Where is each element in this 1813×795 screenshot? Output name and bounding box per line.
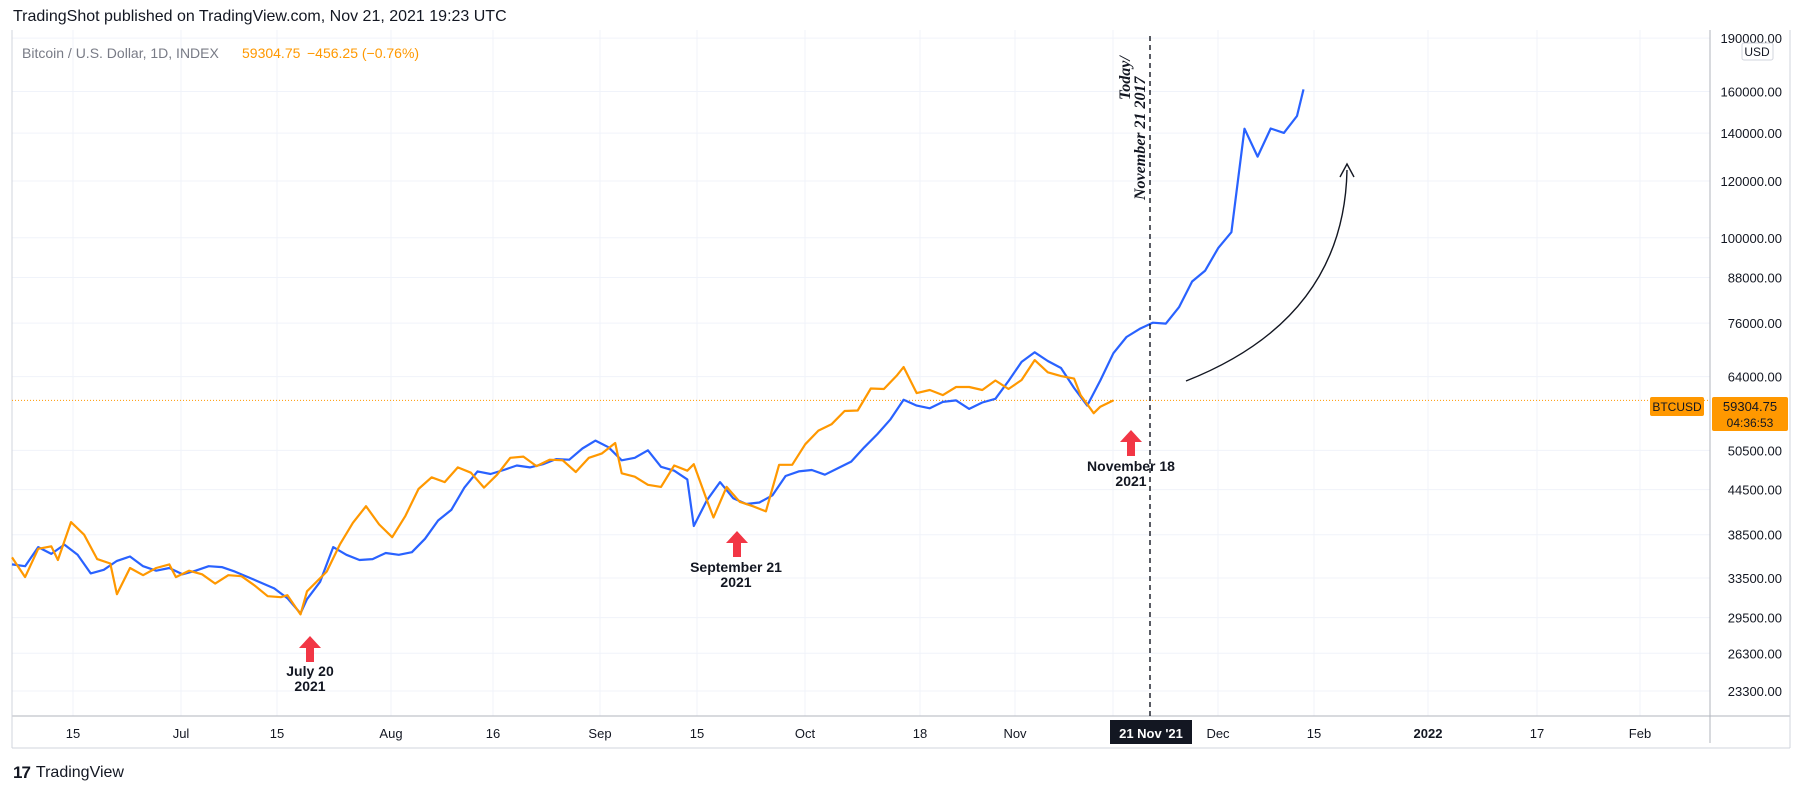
time-tick-label: 16 [486, 726, 500, 741]
time-tick-label: Oct [795, 726, 816, 741]
price-tick-label: 76000.00 [1728, 316, 1782, 331]
price-tick-label: 88000.00 [1728, 271, 1782, 286]
series-line-orange [11, 359, 1114, 616]
price-tick-label: 26300.00 [1728, 646, 1782, 661]
price-badge-value: 59304.75 [1723, 399, 1777, 414]
time-tick-label: 18 [913, 726, 927, 741]
time-tick-label: Sep [588, 726, 611, 741]
price-tick-label: 38500.00 [1728, 528, 1782, 543]
up-arrow-icon [726, 531, 748, 557]
up-arrow-icon [299, 636, 321, 662]
tradingview-logo-icon: 17 [13, 763, 31, 782]
time-tick-label: Feb [1629, 726, 1651, 741]
time-tick-label: Nov [1003, 726, 1027, 741]
arrowhead-icon [1339, 162, 1355, 178]
time-tick-label: Aug [379, 726, 402, 741]
time-axis[interactable]: 15Jul15Aug16Sep15Oct18Nov1Dec15202217Feb [66, 726, 1651, 741]
time-tick-label: 17 [1530, 726, 1544, 741]
currency-label: USD [1744, 45, 1770, 59]
series-line-blue [11, 89, 1305, 615]
vertical-label-date: November 21 2017 [1132, 75, 1149, 201]
time-tick-label: 15 [270, 726, 284, 741]
price-tick-label: 44500.00 [1728, 483, 1782, 498]
legend-price: 59304.75 [242, 45, 301, 61]
brand-footer[interactable]: 17 TradingView [13, 763, 124, 783]
up-arrow-icon [1120, 430, 1142, 456]
chart-grid [12, 30, 1710, 716]
price-tick-label: 190000.00 [1721, 31, 1782, 46]
september-label-year: 2021 [720, 574, 751, 590]
july-label-year: 2021 [294, 678, 325, 694]
price-tick-label: 29500.00 [1728, 611, 1782, 626]
price-tick-label: 64000.00 [1728, 370, 1782, 385]
price-tick-label: 23300.00 [1728, 684, 1782, 699]
price-tick-label: 50500.00 [1728, 443, 1782, 458]
published-line: TradingShot published on TradingView.com… [13, 8, 507, 25]
time-cursor-label: 21 Nov '21 [1119, 726, 1183, 741]
july-label: July 20 [286, 663, 334, 679]
price-badge [1712, 397, 1788, 431]
currency-box[interactable] [1741, 42, 1774, 61]
projection-curve-arrow [1185, 169, 1348, 382]
brand-name: TradingView [35, 764, 124, 781]
time-tick-label: Jul [173, 726, 190, 741]
vertical-label-today: Today/ [1117, 55, 1134, 100]
time-tick-label: 15 [66, 726, 80, 741]
september-label: September 21 [690, 559, 782, 575]
price-tick-label: 100000.00 [1721, 231, 1782, 246]
legend-change: −456.25 (−0.76%) [307, 45, 419, 61]
symbol-badge-label: BTCUSD [1652, 400, 1702, 414]
price-tick-label: 140000.00 [1721, 126, 1782, 141]
time-cursor-badge [1110, 720, 1192, 744]
time-tick-label: Dec [1206, 726, 1230, 741]
november-label-year: 2021 [1115, 473, 1146, 489]
price-tick-label: 33500.00 [1728, 571, 1782, 586]
price-badge-countdown: 04:36:53 [1727, 416, 1774, 430]
time-tick-label: 2022 [1414, 726, 1443, 741]
time-tick-label: 15 [690, 726, 704, 741]
legend-symbol: Bitcoin / U.S. Dollar, 1D, INDEX [22, 45, 220, 61]
price-tick-label: 120000.00 [1721, 174, 1782, 189]
november-label: November 18 [1087, 458, 1175, 474]
price-axis[interactable]: 190000.00 160000.00 140000.00 120000.00 1000… [1721, 31, 1782, 699]
time-tick-label: 15 [1307, 726, 1321, 741]
symbol-badge [1650, 397, 1704, 416]
price-tick-label: 160000.00 [1721, 85, 1782, 100]
